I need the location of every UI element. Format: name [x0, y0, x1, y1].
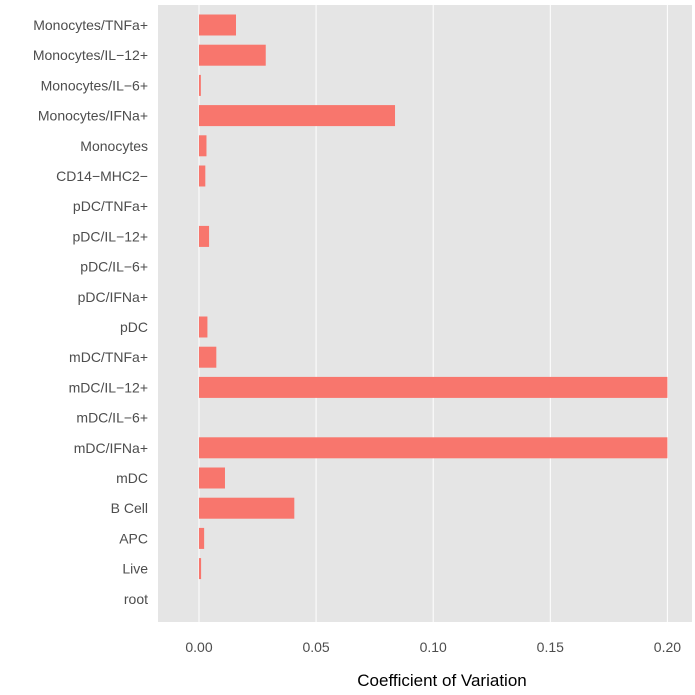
bar: [198, 558, 202, 580]
category-label: root: [124, 591, 148, 607]
bar: [198, 467, 225, 489]
category-label: mDC/TNFa+: [69, 349, 148, 365]
bar: [198, 14, 236, 36]
category-label: mDC/IFNa+: [74, 440, 148, 456]
plot-panel: [158, 5, 692, 622]
category-label: pDC: [120, 319, 148, 335]
bar: [198, 135, 207, 157]
category-label: Monocytes: [80, 138, 148, 154]
bar: [198, 225, 210, 247]
bar: [198, 44, 266, 66]
bar: [198, 346, 217, 368]
bar: [198, 527, 205, 549]
category-label: CD14−MHC2−: [56, 168, 148, 184]
bar: [198, 437, 668, 459]
x-tick-label: 0.00: [185, 639, 212, 655]
bar: [198, 105, 396, 127]
category-label: Monocytes/IL−12+: [33, 47, 148, 63]
bar: [198, 316, 208, 338]
x-tick-labels: 0.00 0.05 0.10 0.15 0.20: [185, 639, 681, 655]
category-label: B Cell: [111, 500, 148, 516]
category-label: Monocytes/TNFa+: [33, 17, 148, 33]
category-label: pDC/TNFa+: [73, 198, 148, 214]
category-label: mDC: [116, 470, 148, 486]
category-label: APC: [119, 530, 148, 546]
category-label: Monocytes/IL−6+: [41, 77, 148, 93]
category-label: pDC/IL−6+: [80, 259, 148, 275]
x-axis-title: Coefficient of Variation: [357, 671, 526, 690]
x-tick-label: 0.05: [302, 639, 329, 655]
bar: [198, 74, 201, 96]
category-label: mDC/IL−6+: [76, 410, 148, 426]
bars: [198, 14, 668, 580]
x-tick-label: 0.10: [420, 639, 447, 655]
bar: [198, 165, 206, 187]
category-labels: Monocytes/TNFa+ Monocytes/IL−12+ Monocytes…: [33, 17, 148, 607]
category-label: Monocytes/IFNa+: [38, 108, 148, 124]
category-label: Live: [122, 561, 148, 577]
bar: [198, 376, 668, 398]
bar: [198, 497, 295, 519]
x-tick-label: 0.20: [654, 639, 681, 655]
category-label: pDC/IL−12+: [73, 228, 149, 244]
x-tick-label: 0.15: [537, 639, 564, 655]
category-label: mDC/IL−12+: [69, 379, 148, 395]
category-label: pDC/IFNa+: [78, 289, 148, 305]
